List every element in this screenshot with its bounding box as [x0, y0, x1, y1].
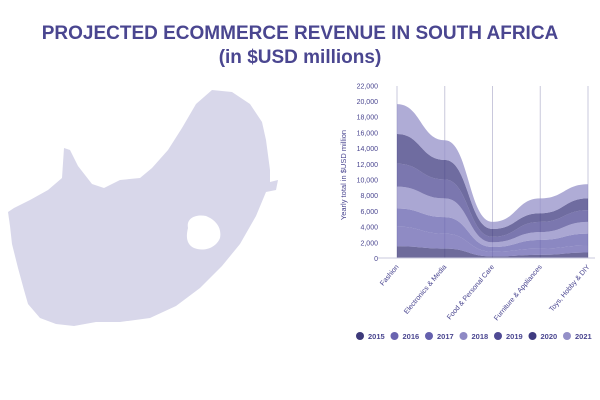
area-series-2020 [397, 133, 588, 237]
legend-swatch [356, 332, 364, 340]
legend-item-2018: 2018 [459, 332, 489, 341]
area-series-2016 [397, 226, 588, 257]
area-series-2018 [397, 186, 588, 248]
x-category-label: Electronics & Media [403, 264, 448, 316]
legend-swatch [459, 332, 468, 340]
area-series-2021 [397, 104, 588, 229]
area-series-2017 [397, 208, 588, 252]
legend-item-2016: 2016 [390, 332, 420, 341]
legend-label: 2015 [368, 332, 385, 341]
legend-label: 2017 [437, 332, 454, 341]
legend-item-2021: 2021 [563, 332, 592, 341]
area-series-2015 [397, 246, 588, 258]
legend-swatch [425, 332, 433, 340]
y-tick-label: 0 [374, 256, 378, 263]
legend-label: 2021 [575, 332, 592, 341]
y-tick-label: 22,000 [357, 83, 379, 90]
legend-item-2017: 2017 [425, 332, 454, 341]
legend-item-2015: 2015 [356, 332, 385, 341]
y-tick-label: 10,000 [357, 178, 379, 185]
y-tick-label: 6,000 [360, 209, 378, 216]
y-tick-label: 14,000 [357, 146, 379, 153]
chart-subtitle: (in $USD millions) [218, 47, 382, 68]
legend-swatch [494, 332, 502, 340]
legend-swatch [390, 332, 399, 340]
legend-label: 2018 [472, 332, 489, 341]
y-tick-label: 2,000 [360, 240, 378, 247]
legend-item-2019: 2019 [494, 332, 523, 341]
legend-item-2020: 2020 [528, 332, 558, 341]
map-shape [8, 90, 278, 326]
y-tick-label: 16,000 [357, 130, 379, 137]
legend-label: 2019 [506, 332, 523, 341]
legend-swatch [563, 332, 571, 340]
x-category-label: Furniture & Appliances [493, 263, 544, 322]
y-tick-label: 12,000 [357, 162, 379, 169]
legend-label: 2016 [403, 332, 420, 341]
y-tick-label: 18,000 [357, 115, 379, 122]
y-tick-label: 20,000 [357, 99, 379, 106]
chart-title: PROJECTED ECOMMERCE REVENUE IN SOUTH AFR… [41, 23, 559, 44]
y-axis-label: Yearly total in $USD million [339, 130, 348, 220]
y-tick-label: 8,000 [360, 193, 378, 200]
legend-swatch [528, 332, 537, 340]
x-category-label: Toys, Hobby & DIY [548, 264, 591, 314]
area-series-2019 [397, 163, 588, 243]
legend-label: 2020 [541, 332, 558, 341]
x-category-label: Food & Personal Care [446, 264, 496, 322]
y-tick-label: 4,000 [360, 225, 378, 232]
x-category-label: Fashion [379, 264, 400, 288]
